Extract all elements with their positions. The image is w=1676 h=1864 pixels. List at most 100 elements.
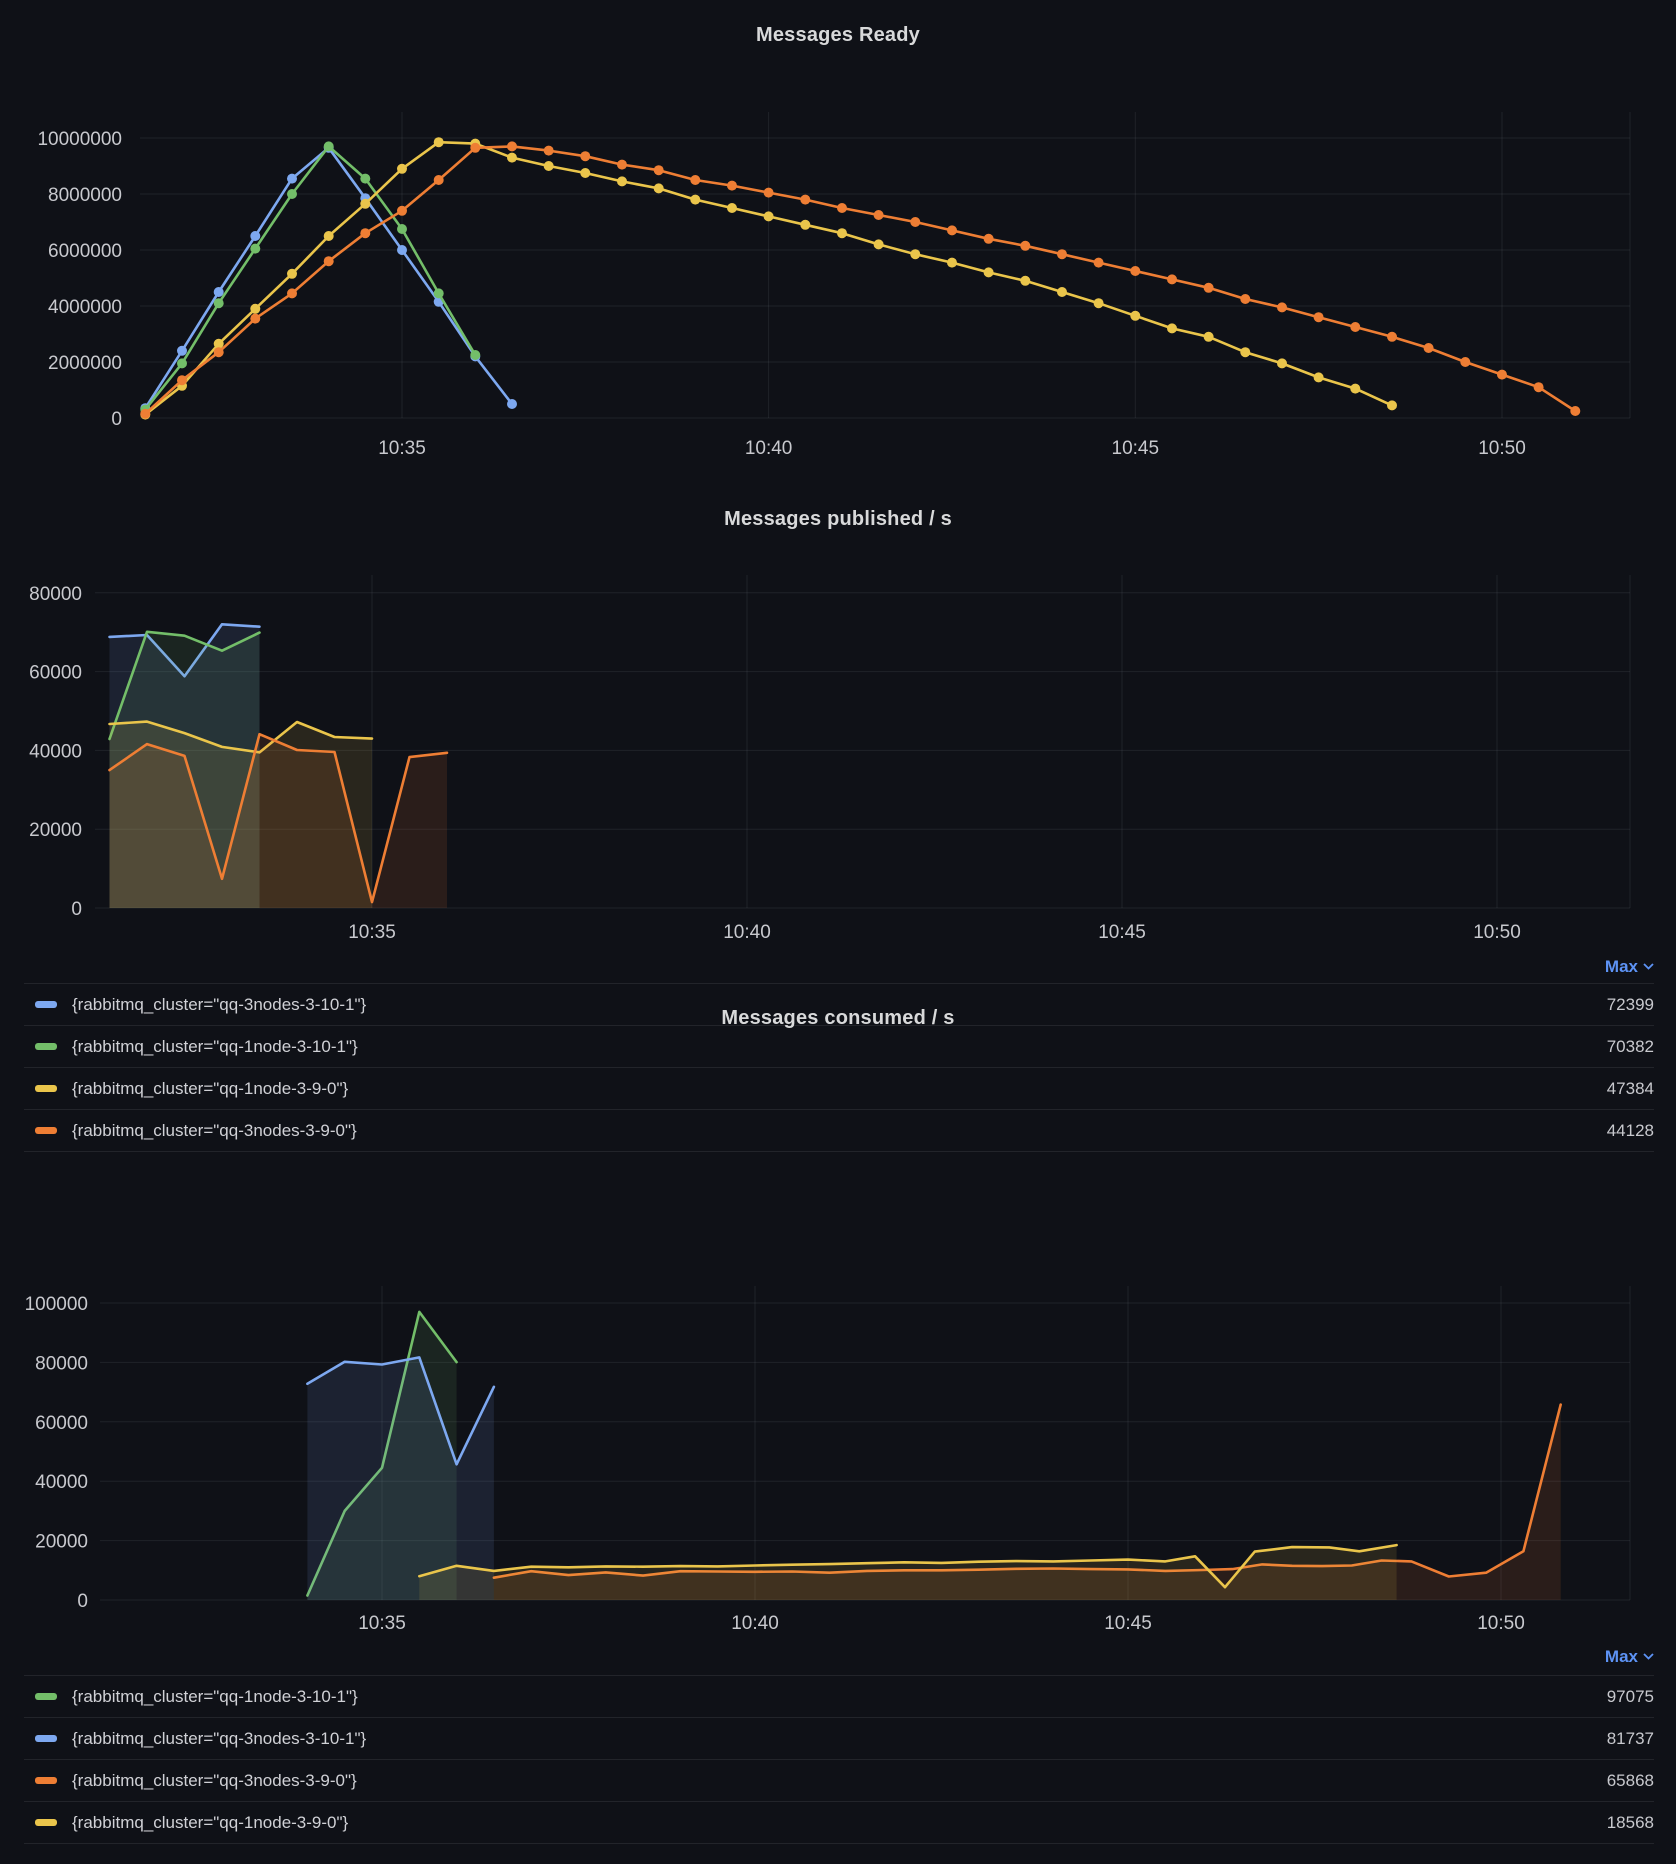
series-label[interactable]: {rabbitmq_cluster="qq-1node-3-10-1"}: [72, 1036, 358, 1056]
series-data-point: [250, 231, 261, 241]
x-axis-tick-label: 10:40: [745, 438, 793, 459]
legend-row: {rabbitmq_cluster="qq-3nodes-3-9-0"} 658…: [24, 1759, 1654, 1801]
series-data-point: [763, 187, 774, 198]
series-data-point: [470, 142, 481, 153]
series-label[interactable]: {rabbitmq_cluster="qq-3nodes-3-9-0"}: [72, 1770, 357, 1790]
legend-consumed: Max {rabbitmq_cluster="qq-1node-3-10-1"}…: [24, 1638, 1654, 1844]
x-axis-tick-label: 10:35: [378, 438, 426, 459]
series-max-value: 18568: [1606, 1812, 1654, 1832]
y-axis-tick-label: 20000: [29, 820, 82, 841]
series-data-point: [287, 268, 297, 279]
series-label[interactable]: {rabbitmq_cluster="qq-3nodes-3-9-0"}: [72, 1120, 357, 1140]
legend-row: {rabbitmq_cluster="qq-3nodes-3-9-0"} 441…: [24, 1109, 1654, 1152]
max-sort-button[interactable]: Max: [1605, 1647, 1654, 1667]
series-data-point: [873, 210, 884, 220]
series-label[interactable]: {rabbitmq_cluster="qq-1node-3-10-1"}: [72, 1686, 358, 1706]
series-data-point: [397, 163, 407, 174]
x-axis-tick-label: 10:50: [1473, 922, 1521, 943]
series-max-value: 72399: [1606, 994, 1654, 1014]
panel-title-messages-ready[interactable]: Messages Ready: [755, 24, 920, 46]
series-data-point: [1277, 302, 1287, 313]
series-line: [144, 145, 477, 411]
series-area: [109, 624, 260, 908]
series-data-point: [1203, 331, 1214, 342]
y-axis-tick-label: 6000000: [48, 241, 122, 262]
series-data-point: [1167, 323, 1177, 334]
series-data-point: [140, 408, 151, 419]
series-data-point: [617, 159, 627, 170]
x-axis-tick-label: 10:35: [348, 922, 396, 943]
series-area: [419, 1545, 1397, 1600]
series-label[interactable]: {rabbitmq_cluster="qq-1node-3-9-0"}: [72, 1812, 349, 1832]
max-sort-button[interactable]: Max: [1605, 957, 1654, 977]
series-label[interactable]: {rabbitmq_cluster="qq-3nodes-3-10-1"}: [72, 994, 367, 1014]
series-data-point: [837, 228, 847, 239]
series-line: [306, 1310, 458, 1597]
legend-row: {rabbitmq_cluster="qq-1node-3-10-1"} 970…: [24, 1675, 1654, 1717]
series-data-point: [213, 287, 224, 297]
series-data-point: [287, 173, 297, 184]
legend-row: {rabbitmq_cluster="qq-1node-3-9-0"} 4738…: [24, 1067, 1654, 1109]
series-color-swatch[interactable]: [35, 1735, 57, 1742]
series-data-point: [617, 176, 627, 187]
series-data-point: [1277, 358, 1287, 369]
panel-title-messages-published[interactable]: Messages published / s: [724, 508, 952, 530]
x-axis-tick-label: 10:40: [723, 922, 771, 943]
series-line: [418, 1543, 1398, 1589]
series-area: [307, 1311, 457, 1600]
series-data-point: [287, 288, 297, 299]
series-line: [144, 146, 514, 410]
series-data-point: [910, 217, 921, 227]
series-data-point: [910, 249, 921, 260]
series-data-point: [287, 189, 297, 199]
panel-title-messages-consumed[interactable]: Messages consumed / s: [721, 1007, 955, 1029]
series-max-value: 65868: [1606, 1770, 1654, 1790]
series-color-swatch[interactable]: [35, 1043, 57, 1050]
series-data-point: [947, 225, 957, 236]
series-data-point: [397, 205, 407, 216]
series-data-point: [1057, 249, 1067, 260]
series-data-point: [653, 183, 664, 194]
legend-row: {rabbitmq_cluster="qq-3nodes-3-10-1"} 81…: [24, 1717, 1654, 1759]
series-color-swatch[interactable]: [35, 1127, 57, 1134]
series-color-swatch[interactable]: [35, 1819, 57, 1826]
x-axis-tick-label: 10:40: [731, 1613, 779, 1634]
series-data-point: [947, 257, 957, 268]
x-axis-tick-label: 10:45: [1098, 922, 1146, 943]
y-axis-tick-label: 4000000: [48, 297, 122, 318]
y-axis-tick-label: 80000: [35, 1353, 88, 1374]
legend-header: Max: [24, 1638, 1654, 1675]
series-data-point: [1497, 369, 1507, 380]
series-label[interactable]: {rabbitmq_cluster="qq-1node-3-9-0"}: [72, 1078, 349, 1098]
chevron-down-icon: [1643, 963, 1654, 970]
series-data-point: [177, 375, 187, 386]
series-color-swatch[interactable]: [35, 1777, 57, 1784]
chevron-down-icon: [1643, 1653, 1654, 1660]
series-color-swatch[interactable]: [35, 1001, 57, 1008]
series-data-point: [1313, 372, 1324, 383]
x-axis-tick-label: 10:50: [1477, 1613, 1525, 1634]
legend-published: Max {rabbitmq_cluster="qq-3nodes-3-10-1"…: [24, 950, 1654, 1152]
legend-row: {rabbitmq_cluster="qq-1node-3-9-0"} 1856…: [24, 1801, 1654, 1844]
series-line: [108, 623, 261, 678]
series-max-value: 47384: [1606, 1078, 1654, 1098]
series-data-point: [433, 288, 444, 299]
y-axis-tick-label: 0: [71, 899, 82, 920]
series-label[interactable]: {rabbitmq_cluster="qq-3nodes-3-10-1"}: [72, 1728, 367, 1748]
series-color-swatch[interactable]: [35, 1085, 57, 1092]
series-data-point: [507, 152, 517, 163]
series-data-point: [543, 145, 554, 156]
series-color-swatch[interactable]: [35, 1693, 57, 1700]
x-axis-tick-label: 10:35: [358, 1613, 406, 1634]
series-data-point: [250, 313, 261, 324]
max-sort-label: Max: [1604, 1646, 1638, 1666]
series-data-point: [1020, 240, 1031, 251]
series-data-point: [1313, 312, 1324, 323]
series-data-point: [690, 194, 701, 205]
y-axis-tick-label: 2000000: [48, 353, 122, 374]
series-data-point: [177, 358, 187, 369]
series-data-point: [360, 228, 371, 239]
series-data-point: [1020, 275, 1031, 286]
